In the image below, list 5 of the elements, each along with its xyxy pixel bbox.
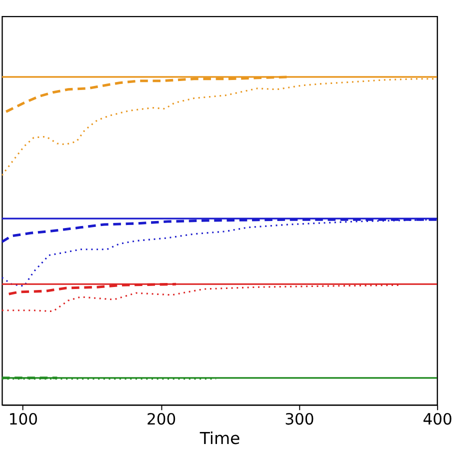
x-tick-label: 200 bbox=[146, 410, 176, 429]
x-axis-title: Time bbox=[198, 429, 240, 448]
x-tick-label: 100 bbox=[8, 410, 38, 429]
x-tick-label: 400 bbox=[422, 410, 452, 429]
x-tick-label: 300 bbox=[284, 410, 314, 429]
